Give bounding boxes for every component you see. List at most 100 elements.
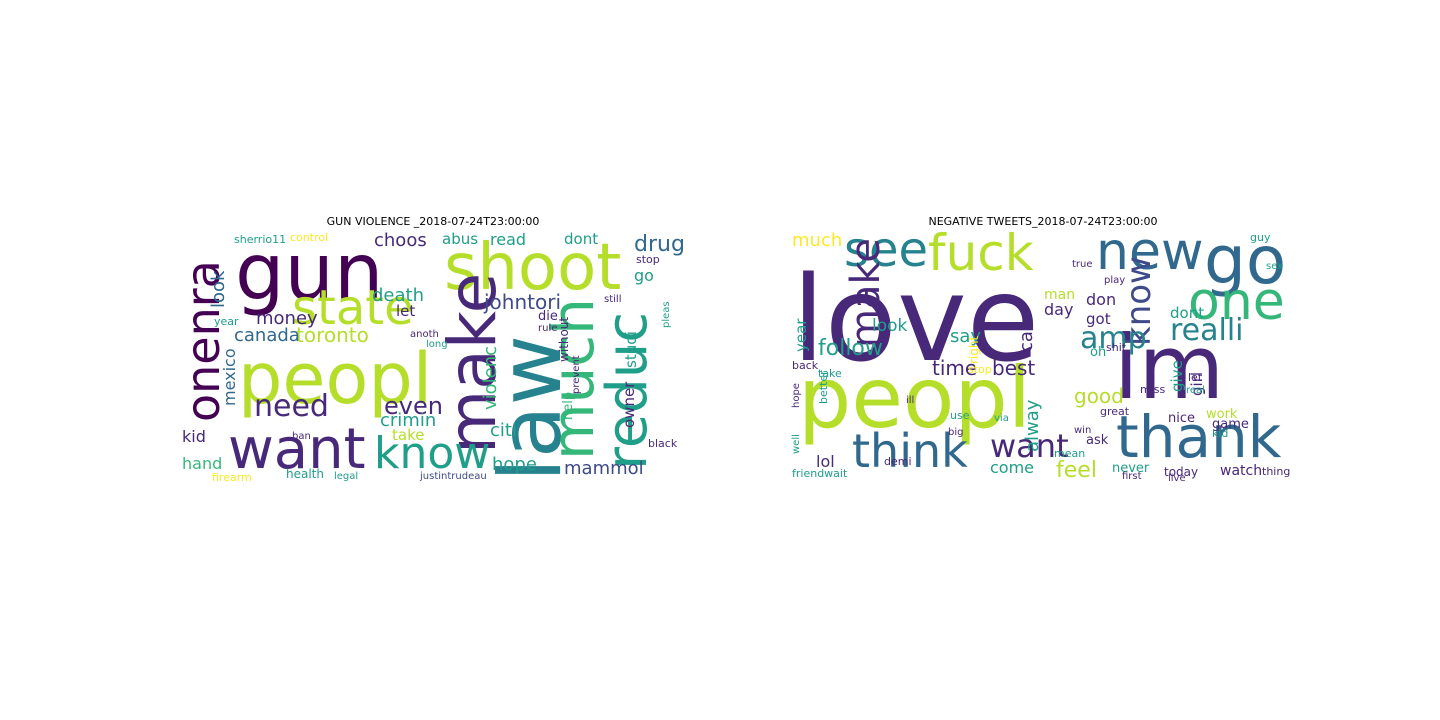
word-cloud: gun shoot law peopl state make much redu…	[178, 232, 688, 482]
cloud-word: guy	[1250, 232, 1271, 244]
cloud-word: need	[254, 389, 329, 424]
cloud-word: via	[994, 413, 1009, 424]
cloud-word: sherrio11	[234, 233, 287, 246]
cloud-word: amp	[1080, 321, 1147, 356]
cloud-word: year	[214, 315, 239, 328]
cloud-word: look	[872, 316, 908, 336]
cloud-word: alway	[1022, 399, 1043, 452]
cloud-word: real	[1186, 385, 1205, 396]
cloud-word: studi	[622, 331, 640, 368]
cloud-word: good	[1074, 384, 1124, 408]
cloud-word: legal	[334, 471, 359, 482]
cloud-word: follow	[818, 336, 883, 361]
cloud-word: thing	[1262, 465, 1291, 478]
cloud-word: first	[1122, 471, 1142, 482]
cloud-word: mammol	[564, 458, 644, 479]
cloud-word: johntori	[484, 290, 562, 314]
cloud-word: got	[1086, 310, 1111, 328]
cloud-word: great	[1100, 405, 1130, 418]
cloud-word: come	[990, 458, 1035, 477]
cloud-word: game	[1212, 417, 1249, 432]
cloud-word: canada	[234, 325, 300, 346]
cloud-word: violenc	[480, 345, 501, 410]
cloud-word: owner	[620, 381, 638, 428]
cloud-word: new	[1096, 232, 1204, 282]
cloud-word: im	[1114, 316, 1225, 419]
cloud-word: crimin	[380, 410, 437, 431]
cloud-word: black	[648, 437, 678, 450]
cloud-word: die	[538, 309, 558, 324]
cloud-word: better	[817, 370, 830, 404]
cloud-word: dont	[564, 232, 599, 248]
cloud-word: man	[1044, 287, 1076, 303]
cloud-word: want	[990, 427, 1069, 465]
cloud-word: go	[1204, 232, 1287, 299]
cloud-word: money	[256, 308, 318, 329]
cloud-word: much	[792, 232, 843, 251]
cloud-word: year	[792, 318, 810, 352]
cloud-word: time	[932, 356, 978, 380]
cloud-word: see	[844, 232, 929, 278]
cloud-word: state	[292, 280, 414, 336]
cloud-word: give	[1168, 360, 1186, 392]
cloud-word: right	[967, 335, 981, 364]
cloud-word: one	[1188, 272, 1285, 332]
cloud-word: big	[948, 427, 964, 438]
cloud-word: toronto	[296, 323, 369, 347]
cloud-word: live	[1168, 473, 1186, 483]
cloud-word: take	[392, 426, 425, 444]
cloud-word: hope	[492, 454, 537, 475]
cloud-word: realli	[1170, 313, 1244, 348]
cloud-word: let	[1188, 371, 1203, 384]
cloud-word: read	[490, 232, 527, 249]
cloud-word: help	[561, 391, 576, 420]
cloud-word: hand	[182, 454, 223, 473]
cloud-word: drug	[634, 232, 685, 257]
cloud-word: health	[286, 467, 324, 481]
cloud-word: best	[992, 356, 1036, 380]
plot-title: GUN VIOLENCE _2018-07-24T23:00:00	[326, 215, 540, 228]
cloud-word: miss	[1140, 383, 1166, 396]
cloud-word: citi	[490, 420, 517, 441]
cloud-word: watch	[1220, 463, 1263, 479]
cloud-word: sex	[1266, 261, 1284, 272]
cloud-word: think	[852, 424, 968, 478]
cloud-word: gun	[235, 232, 384, 318]
cloud-word: dont	[1170, 304, 1205, 322]
cloud-word: hope	[791, 383, 802, 408]
cloud-word: know	[374, 428, 491, 479]
cloud-word: true	[1072, 259, 1093, 270]
cloud-word: play	[1104, 275, 1126, 286]
cloud-word: rule	[538, 323, 558, 334]
cloud-word: friendwait	[792, 467, 848, 480]
cloud-word: control	[290, 232, 329, 244]
plot-title: NEGATIVE TWEETS_2018-07-24T23:00:00	[928, 215, 1158, 228]
cloud-word: oh	[1090, 345, 1107, 360]
cloud-word: kid	[182, 427, 206, 446]
cloud-word: abus	[442, 232, 479, 248]
cloud-word: even	[384, 392, 443, 420]
cloud-word: love	[792, 250, 1040, 388]
cloud-word: feel	[1056, 458, 1097, 482]
cloud-word: pleas	[661, 301, 672, 328]
word-cloud: love peopl im thank go new one fuck see …	[788, 232, 1298, 482]
cloud-word: let	[396, 302, 416, 320]
cloud-word: back	[792, 359, 819, 372]
cloud-word: lol	[816, 452, 835, 471]
cloud-word: mexico	[220, 348, 239, 406]
cloud-word: death	[372, 285, 424, 306]
cloud-word: ban	[292, 431, 311, 442]
cloud-word: ask	[1086, 433, 1109, 448]
cloud-word: peopl	[798, 349, 1032, 447]
cloud-word: anoth	[410, 329, 439, 340]
cloud-word: day	[1044, 300, 1074, 319]
cloud-word: long	[426, 339, 448, 350]
cloud-word: win	[1074, 425, 1092, 436]
cloud-word: look	[208, 270, 229, 308]
cloud-word: choos	[374, 232, 427, 251]
cloud-word: take	[818, 367, 842, 380]
cloud-word: never	[1112, 461, 1150, 476]
cloud-word: shit	[1106, 341, 1127, 354]
cloud-word: still	[604, 294, 622, 305]
cloud-word: demi	[884, 455, 912, 468]
